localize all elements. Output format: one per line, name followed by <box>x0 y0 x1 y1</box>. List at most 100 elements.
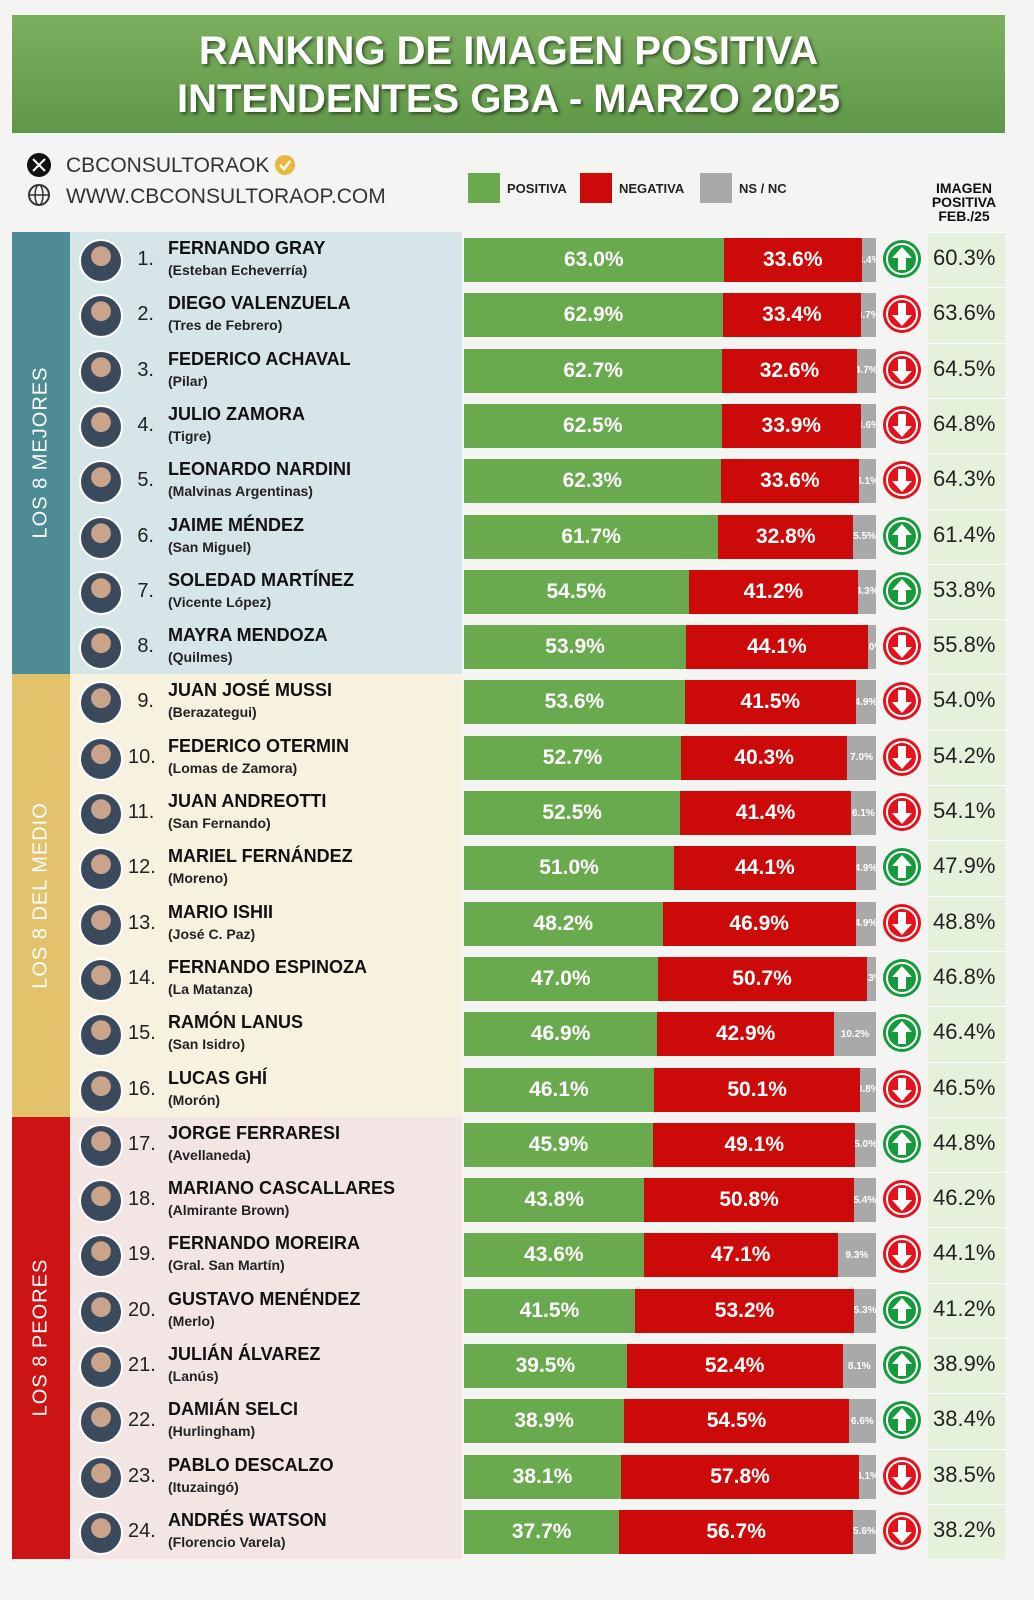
value-label: 32.8% <box>755 524 816 548</box>
bar-segment: 62.7% <box>464 348 723 393</box>
previous-value: 54.1% <box>933 798 996 823</box>
value-label: 52.5% <box>542 801 602 824</box>
bar-segment: 33.4% <box>723 293 861 338</box>
trend-arrow <box>883 1511 921 1550</box>
value-label: 63.0% <box>564 248 624 271</box>
photo <box>79 1510 123 1555</box>
group-background <box>70 232 462 675</box>
value-label: 47.0% <box>531 966 591 990</box>
value-label: 46.9% <box>729 911 789 935</box>
trend-arrow <box>883 682 921 721</box>
bar-segment: 62.3% <box>464 459 721 504</box>
bar-segment: 41.5% <box>684 680 856 725</box>
legend-swatch <box>468 173 500 203</box>
row-separator <box>928 508 1005 510</box>
rank: 5. <box>137 469 154 492</box>
legend-swatch <box>580 173 612 203</box>
bar-segment: 62.9% <box>464 293 724 338</box>
district: (Tigre) <box>168 427 212 444</box>
row-separator <box>928 1448 1005 1450</box>
value-label: 4.9% <box>855 918 876 930</box>
mayor-name: ANDRÉS WATSON <box>168 1509 327 1530</box>
photo <box>79 681 123 726</box>
bar-segment: 62.5% <box>464 403 722 448</box>
value-label: 46.1% <box>529 1077 589 1101</box>
bar-segment: 53.2% <box>634 1288 855 1333</box>
group-label: LOS 8 PEORES <box>29 1258 52 1417</box>
trend-arrow <box>883 1456 921 1495</box>
row-separator <box>928 1006 1005 1008</box>
value-label: 33.9% <box>761 413 822 437</box>
photo <box>79 515 123 560</box>
photo <box>79 1289 123 1334</box>
district: (Gral. San Martín) <box>168 1257 285 1274</box>
value-label: 52.7% <box>542 745 603 769</box>
photo <box>79 1234 123 1279</box>
chart-title: RANKING DE IMAGEN POSITIVA <box>198 29 819 73</box>
mayor-name: DIEGO VALENZUELA <box>168 293 351 314</box>
bar-segment: 33.6% <box>723 238 862 282</box>
mayor-name: FERNANDO MOREIRA <box>168 1233 360 1254</box>
trend-arrow <box>883 405 921 444</box>
value-label: 3.4% <box>862 254 876 266</box>
trend-arrow <box>883 1401 921 1440</box>
previous-value: 46.2% <box>933 1185 996 1211</box>
photo <box>79 239 123 283</box>
bar-segment: 38.9% <box>464 1399 625 1444</box>
district: (José C. Paz) <box>168 925 256 942</box>
photo <box>79 792 123 836</box>
previous-value: 38.5% <box>933 1461 996 1487</box>
rank: 24. <box>128 1519 156 1542</box>
mayor-name: JAIME MÉNDEZ <box>168 514 305 535</box>
photo <box>79 902 123 947</box>
bar-segment: 5.6% <box>852 1509 876 1554</box>
row-separator <box>928 729 1005 731</box>
photo <box>79 1013 123 1058</box>
value-label: 10.2% <box>840 1028 870 1040</box>
rank: 11. <box>128 801 155 823</box>
district: (San Isidro) <box>168 1036 246 1053</box>
district: (La Matanza) <box>168 980 253 997</box>
previous-value: 63.6% <box>933 300 996 326</box>
bar-segment: 3.4% <box>861 238 876 282</box>
rank: 6. <box>137 524 154 547</box>
value-label: 33.6% <box>760 469 820 493</box>
mayor-name: SOLEDAD MARTÍNEZ <box>168 569 354 590</box>
row-separator <box>928 1338 1005 1339</box>
bar-segment: 54.5% <box>464 569 689 614</box>
trend-arrow <box>883 1290 921 1329</box>
rank: 2. <box>137 303 154 326</box>
rank: 7. <box>137 579 154 602</box>
district: (Ituzaingó) <box>168 1478 239 1495</box>
bar-segment: 45.9% <box>464 1122 654 1167</box>
legend-label: POSITIVA <box>507 181 567 196</box>
bar-segment: 5.0% <box>855 1122 876 1167</box>
district: (Lomas de Zamora) <box>168 759 298 776</box>
bar-segment: 38.1% <box>464 1454 621 1499</box>
mayor-name: PABLO DESCALZO <box>168 1454 334 1475</box>
bar-segment: 4.9% <box>855 846 876 891</box>
district: (Merlo) <box>168 1312 215 1329</box>
bar-segment: 53.9% <box>464 625 687 670</box>
row-separator <box>928 397 1005 399</box>
group-label: LOS 8 DEL MEDIO <box>29 801 52 989</box>
previous-header: IMAGEN POSITIVA FEB./25 <box>931 180 997 224</box>
value-label: 42.9% <box>715 1022 776 1046</box>
value-label: 3.8% <box>860 1084 876 1095</box>
rank: 15. <box>128 1022 156 1045</box>
bar-segment: 6.6% <box>848 1399 876 1444</box>
row-separator <box>928 563 1005 565</box>
bar-segment: 2.3% <box>866 956 876 1001</box>
previous-value: 38.2% <box>933 1516 996 1542</box>
source-handle: CBCONSULTORAOK <box>66 154 270 177</box>
rank: 20. <box>128 1298 156 1321</box>
value-label: 3.7% <box>861 309 876 321</box>
bar-segment: 50.8% <box>644 1178 854 1223</box>
previous-value: 54.2% <box>933 742 996 768</box>
row-separator <box>928 1227 1005 1229</box>
bar-segment: 3.8% <box>860 1067 876 1112</box>
value-label: 5.0% <box>855 1139 876 1151</box>
photo <box>79 1400 123 1445</box>
previous-value: 54.0% <box>933 687 996 713</box>
trend-arrow <box>883 958 921 997</box>
